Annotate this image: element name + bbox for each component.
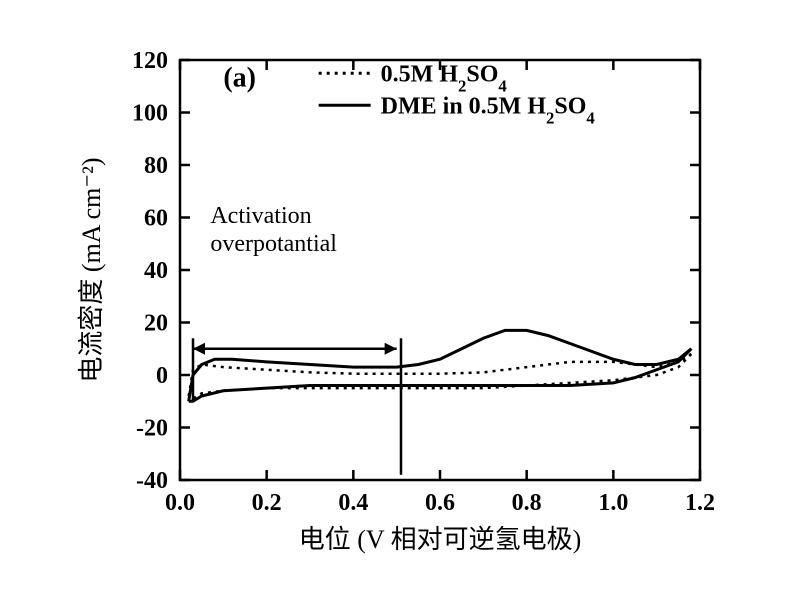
y-axis-label: 电流密度 (mA cm⁻²) bbox=[77, 157, 106, 382]
x-tick-label: 1.0 bbox=[598, 490, 628, 516]
cv-chart: 0.0 0.2 0.4 0.6 0.8 1.0 1.2 -40 -20 0 20 40 60 80 100 1… bbox=[0, 0, 800, 599]
y-tick-label: 40 bbox=[144, 258, 168, 284]
panel-label: (a) bbox=[223, 62, 256, 93]
y-tick-label: 60 bbox=[144, 206, 168, 232]
x-tick-label: 0.0 bbox=[165, 490, 195, 516]
x-axis-label: 电位 (V 相对可逆氢电极) bbox=[299, 525, 582, 554]
annotation-text: Activation bbox=[210, 203, 311, 229]
y-tick-label: 80 bbox=[144, 153, 168, 179]
x-tick-label: 0.2 bbox=[252, 490, 282, 516]
x-tick-label: 1.2 bbox=[685, 490, 715, 516]
x-tick-label: 0.6 bbox=[425, 490, 455, 516]
chart-container: 0.0 0.2 0.4 0.6 0.8 1.0 1.2 -40 -20 0 20 40 60 80 100 1… bbox=[0, 0, 800, 599]
y-tick-label: 0 bbox=[156, 363, 168, 389]
y-tick-label: 100 bbox=[132, 101, 168, 127]
x-tick-label: 0.4 bbox=[338, 490, 368, 516]
y-tick-label: -20 bbox=[136, 416, 168, 442]
y-tick-label: 20 bbox=[144, 311, 168, 337]
annotation-text: overpotantial bbox=[210, 231, 337, 257]
x-tick-label: 0.8 bbox=[512, 490, 542, 516]
y-tick-label: 120 bbox=[132, 48, 168, 74]
chart-bg bbox=[0, 0, 800, 599]
y-tick-label: -40 bbox=[136, 468, 168, 494]
